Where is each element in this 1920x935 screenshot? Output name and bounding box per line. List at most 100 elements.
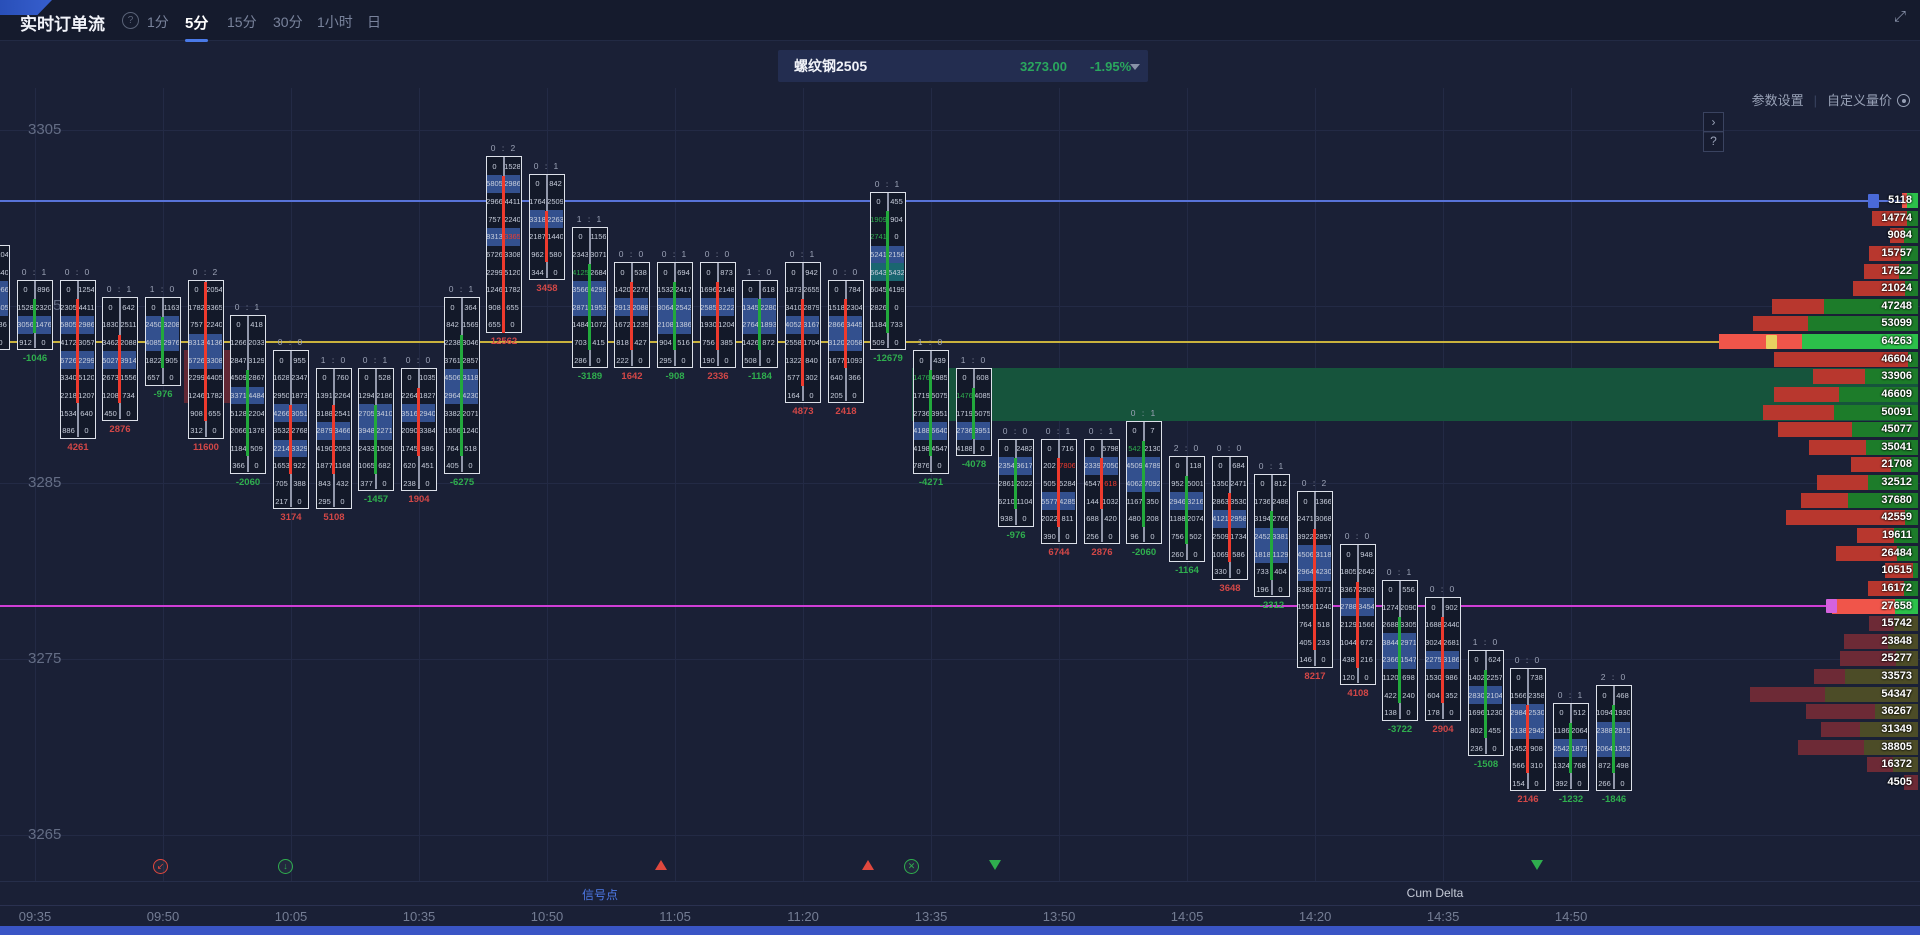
signal-triangle-up-icon[interactable] [655, 860, 667, 870]
volume-profile-row[interactable]: 4505 [1888, 774, 1918, 790]
footprint-candle[interactable]: 0 5798 2339 7050 4547 618 144 1032 688 420 256 0 [1084, 438, 1120, 545]
footprint-candle[interactable]: 0 1035 2264 1827 3516 2940 2090 3384 1745 986 620 4… [401, 368, 437, 492]
signal-circle-icon[interactable]: ↙ [153, 859, 168, 874]
volume-profile-row[interactable]: 14774 [1872, 210, 1918, 226]
footprint-candle[interactable]: 0 1366 2471 3068 3922 2857 4506 3118 2964 4230 338… [1297, 491, 1333, 668]
footprint-candle[interactable]: 0 624 1402 2257 2830 2104 1696 1230 802 455 236 0 [1468, 650, 1504, 756]
upper-level-marker[interactable] [1868, 193, 1879, 208]
volume-profile-row[interactable]: 32512 [1817, 475, 1918, 491]
volume-profile-row[interactable]: 16172 [1867, 580, 1918, 596]
volume-profile-row[interactable]: 47248 [1771, 298, 1918, 314]
footprint-candle[interactable]: 0 512 1186 2064 2542 1873 1324 768 392 0 [1553, 702, 1589, 792]
tab-15分[interactable]: 15分 [227, 14, 257, 30]
custom-volume-price-button[interactable]: 自定义量价 [1826, 93, 1892, 108]
volume-profile-row[interactable]: 64263 [1718, 334, 1918, 350]
volume-profile-row[interactable]: 33573 [1813, 669, 1918, 685]
footprint-candle[interactable]: 0 716 202 7806 505 5284 5577 4285 2022 811 390 0 [1041, 438, 1077, 545]
volume-profile-row[interactable]: 35041 [1809, 439, 1918, 455]
volume-profile-row[interactable]: 23848 [1844, 633, 1918, 649]
footprint-candle[interactable]: 0 896 1528 2320 3056 1476 912 0 [17, 279, 53, 351]
volume-profile-row[interactable]: 15742 [1869, 616, 1918, 632]
footprint-candle[interactable]: 0 364 842 1569 2238 3046 3761 2857 4506 3118 2964 4… [444, 297, 480, 474]
collapse-icon[interactable]: ⤢ [1893, 8, 1906, 25]
footprint-candle[interactable]: 0 418 1266 2033 2847 3129 4509 2867 3371 4484 5128… [230, 315, 266, 474]
footprint-candle[interactable]: 0 812 1736 2488 3194 2766 2452 3381 1818 1129 733 4… [1254, 473, 1290, 598]
footprint-candle[interactable]: 0 1528 5805 2986 2966 4411 757 2240 8313 3365 6726… [486, 156, 522, 333]
cum-delta-pane-label[interactable]: Cum Delta [1406, 886, 1464, 900]
footprint-candle[interactable]: 0 2482 2354 3617 2861 2022 6210 1104 938 0 [998, 438, 1034, 527]
lower-level-marker[interactable] [1826, 599, 1837, 613]
volume-profile-row[interactable]: 26484 [1835, 545, 1918, 561]
tab-日[interactable]: 日 [367, 14, 381, 30]
footprint-candle[interactable]: 0 528 1294 2186 2705 3410 3948 2271 2433 1509 1065… [358, 368, 394, 492]
footprint-candle[interactable]: 0 873 1696 2148 2585 3222 1930 1204 756 385 190 0 [700, 262, 736, 368]
footprint-candle[interactable]: 0 1163 2450 3208 4085 2976 1822 905 657 0 [145, 297, 181, 386]
signal-circle-icon[interactable]: ↓ [278, 859, 293, 874]
volume-profile-row[interactable]: 38805 [1797, 739, 1918, 755]
footprint-candle[interactable]: 0 694 1532 2417 3064 2542 2108 1386 904 516 295 0 [657, 262, 693, 368]
signal-circle-icon[interactable]: ✕ [904, 859, 919, 874]
footprint-candle[interactable]: 0 1254 2305 4411 5805 2986 4172 3057 6726 2299 334… [60, 279, 96, 439]
footprint-candle[interactable]: 0 842 1764 2509 3318 2263 2187 1440 962 580 344 0 [529, 174, 565, 280]
signal-pane-label[interactable]: 信号点 [581, 888, 619, 902]
volume-profile-row[interactable]: 53099 [1753, 316, 1918, 332]
next-panel-button[interactable]: › [1703, 112, 1724, 133]
volume-profile-row[interactable]: 19611 [1857, 527, 1918, 543]
volume-profile-row[interactable]: 16372 [1867, 757, 1918, 773]
footprint-candle[interactable]: 0 1156 2343 3071 4125 2684 3566 4298 2871 1953 148… [572, 226, 608, 368]
volume-profile-row[interactable]: 45077 [1778, 422, 1918, 438]
vwap-level-marker[interactable] [1766, 334, 1777, 349]
volume-profile-row[interactable]: 46609 [1773, 386, 1918, 402]
footprint-candle[interactable]: 0 942 1873 2655 3410 2879 4052 3167 2558 1704 1322… [785, 262, 821, 404]
volume-profile-row[interactable]: 25277 [1839, 651, 1918, 667]
panel-help-button[interactable]: ? [1703, 131, 1724, 152]
volume-profile-row[interactable]: 17522 [1863, 263, 1918, 279]
volume-profile-row[interactable]: 31349 [1820, 721, 1918, 737]
volume-profile-row[interactable]: 15757 [1869, 245, 1918, 261]
signal-triangle-down-icon[interactable] [1531, 860, 1543, 870]
tab-1小时[interactable]: 1小时 [317, 14, 353, 30]
footprint-candle[interactable]: 0 538 1420 2276 2913 2088 1672 1235 818 427 222 0 [614, 262, 650, 368]
footprint-candle[interactable]: 0 455 1909 904 2741 0 5241 2156 6643 5432 6045 4199… [870, 191, 906, 351]
footprint-candle[interactable]: 0 2054 1782 3365 757 2240 8313 4136 6726 3308 2299… [188, 279, 224, 439]
volume-profile-row[interactable]: 27658 [1832, 598, 1918, 614]
footprint-candle[interactable]: 0 784 1518 2304 2866 3445 3120 2058 1677 1093 640 3… [828, 279, 864, 404]
volume-profile-row[interactable]: 21024 [1852, 281, 1918, 297]
volume-profile-row[interactable]: 33906 [1812, 369, 1918, 385]
footprint-candle[interactable]: 0 760 1391 2264 3188 2541 2879 3466 4190 2053 1877… [316, 368, 352, 510]
footprint-candle[interactable]: 0 556 1274 2090 2688 3305 3844 2971 2366 1547 1120… [1382, 579, 1418, 721]
volume-profile-row[interactable]: 42559 [1786, 510, 1918, 526]
volume-profile-row[interactable]: 5118 [1888, 193, 1918, 209]
visibility-icon[interactable] [1897, 94, 1910, 107]
footprint-candle[interactable]: 0 948 1805 2642 3367 2903 2788 3454 2129 1566 1044… [1340, 544, 1376, 686]
footprint-candle[interactable]: 0 439 1476 4985 1719 5075 2736 3951 4188 6640 4198… [913, 350, 949, 474]
footprint-candle[interactable]: 0 642 1830 2511 3462 2088 5027 3914 2673 1556 1208… [102, 297, 138, 421]
tab-30分[interactable]: 30分 [273, 14, 303, 30]
time-scrollbar[interactable] [0, 926, 1920, 935]
footprint-candle[interactable]: 0 468 1094 1930 2388 2815 2064 1352 872 498 266 0 [1596, 685, 1632, 792]
signal-triangle-up-icon[interactable] [862, 860, 874, 870]
tab-5分[interactable]: 5分 [185, 12, 209, 42]
volume-profile-row[interactable]: 10515 [1881, 563, 1918, 579]
volume-profile-row[interactable]: 50091 [1762, 404, 1918, 420]
help-icon[interactable]: ? [122, 12, 139, 29]
volume-profile-row[interactable]: 37680 [1801, 492, 1918, 508]
footprint-candle[interactable]: 0 608 1476 4085 1719 5075 2736 3951 4188 0 [956, 368, 992, 457]
footprint-candle[interactable]: 0 7 542 2130 4509 4789 4062 7092 1167 350 480 208 96… [1126, 420, 1162, 545]
tab-1分[interactable]: 1分 [147, 14, 169, 30]
signal-triangle-down-icon[interactable] [989, 860, 1001, 870]
param-settings-button[interactable]: 参数设置 [1751, 93, 1804, 108]
footprint-candle[interactable]: 0 955 1628 2347 2950 1873 4266 3051 3532 2768 2214… [273, 350, 309, 510]
footprint-candle[interactable]: 0 118 952 5001 2946 3216 1188 2074 756 502 260 0 [1169, 456, 1205, 562]
footprint-candle[interactable]: 0 738 1566 2358 2984 2530 2138 2942 1452 908 566 31… [1510, 667, 1546, 792]
footprint-candle[interactable]: 0 684 1350 2471 2863 3530 4121 2958 2509 1734 1069… [1212, 456, 1248, 580]
footprint-candle[interactable]: 0 902 1688 2440 3024 2681 2275 3186 1530 986 604 35… [1425, 597, 1461, 721]
volume-profile-row[interactable]: 9084 [1888, 228, 1918, 244]
volume-profile-row[interactable]: 36267 [1805, 704, 1918, 720]
footprint-candle[interactable]: 0120422183340512029664411230512548864120 [0, 244, 10, 351]
volume-profile-row[interactable]: 21708 [1850, 457, 1918, 473]
symbol-selector[interactable]: 螺纹钢2505 3273.00 -1.95% [778, 50, 1148, 82]
footprint-candle[interactable]: 0 618 1345 2280 2764 1893 1426 872 508 0 [742, 279, 778, 368]
volume-profile-row[interactable]: 54347 [1749, 686, 1918, 702]
volume-profile-row[interactable]: 46604 [1773, 351, 1918, 367]
